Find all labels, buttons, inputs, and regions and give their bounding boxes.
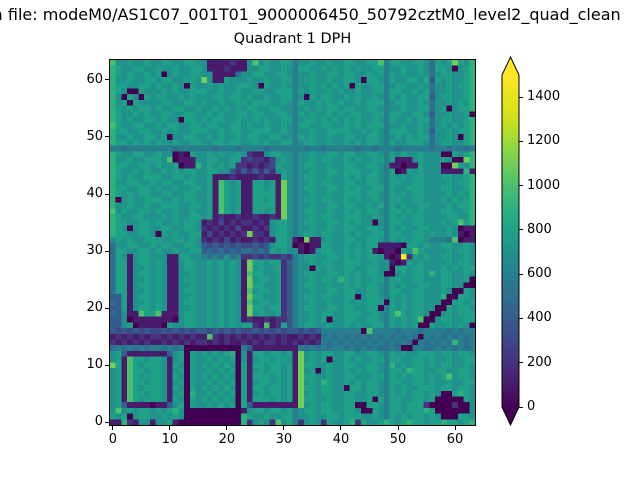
colorbar-tick-mark bbox=[519, 317, 523, 319]
colorbar-tick-label: 1000 bbox=[527, 177, 561, 193]
x-tick-mark bbox=[169, 426, 171, 430]
heatmap-image bbox=[110, 60, 475, 425]
x-tick-label: 40 bbox=[332, 432, 350, 447]
x-tick-label: 0 bbox=[108, 432, 117, 447]
colorbar-tick-mark bbox=[519, 96, 523, 98]
y-tick-mark bbox=[105, 193, 109, 195]
y-tick-label: 60 bbox=[86, 71, 103, 87]
x-tick-mark bbox=[397, 426, 399, 430]
y-tick-label: 30 bbox=[86, 243, 103, 259]
y-tick-label: 40 bbox=[86, 186, 103, 202]
x-tick-mark bbox=[283, 426, 285, 430]
colorbar-tick-mark bbox=[519, 273, 523, 275]
colorbar-tick-label: 200 bbox=[527, 354, 552, 370]
x-tick-label: 10 bbox=[161, 432, 179, 447]
axes-title: Quadrant 1 DPH bbox=[233, 31, 352, 47]
x-tick-label: 50 bbox=[389, 432, 407, 447]
y-tick-mark bbox=[105, 421, 109, 423]
colorbar-tick-mark bbox=[519, 185, 523, 187]
colorbar bbox=[501, 56, 520, 427]
y-tick-mark bbox=[105, 307, 109, 309]
colorbar-bar bbox=[501, 56, 520, 427]
colorbar-tick-label: 600 bbox=[527, 266, 552, 282]
x-tick-mark bbox=[454, 426, 456, 430]
colorbar-tick-mark bbox=[519, 406, 523, 408]
suptitle: a file: modeM0/AS1C07_001T01_9000006450_… bbox=[0, 5, 640, 27]
y-tick-mark bbox=[105, 250, 109, 252]
suptitle-text: a file: modeM0/AS1C07_001T01_9000006450_… bbox=[0, 5, 621, 24]
x-tick-mark bbox=[340, 426, 342, 430]
x-tick-label: 60 bbox=[446, 432, 464, 447]
x-tick-label: 20 bbox=[218, 432, 236, 447]
colorbar-tick-label: 1400 bbox=[527, 89, 561, 105]
colorbar-tick-mark bbox=[519, 229, 523, 231]
x-tick-mark bbox=[112, 426, 114, 430]
x-tick-mark bbox=[226, 426, 228, 430]
y-tick-label: 10 bbox=[86, 357, 103, 373]
heatmap-frame bbox=[109, 59, 476, 426]
y-tick-label: 0 bbox=[94, 414, 103, 430]
y-tick-mark bbox=[105, 79, 109, 81]
colorbar-tick-label: 1200 bbox=[527, 133, 561, 149]
colorbar-tick-label: 400 bbox=[527, 310, 552, 326]
colorbar-tick-mark bbox=[519, 362, 523, 364]
y-tick-mark bbox=[105, 364, 109, 366]
colorbar-tick-label: 0 bbox=[527, 399, 536, 414]
y-tick-label: 50 bbox=[86, 128, 103, 144]
x-tick-label: 30 bbox=[275, 432, 293, 447]
y-tick-label: 20 bbox=[86, 300, 103, 316]
colorbar-tick-mark bbox=[519, 140, 523, 142]
y-tick-mark bbox=[105, 136, 109, 138]
colorbar-tick-label: 800 bbox=[527, 221, 552, 237]
